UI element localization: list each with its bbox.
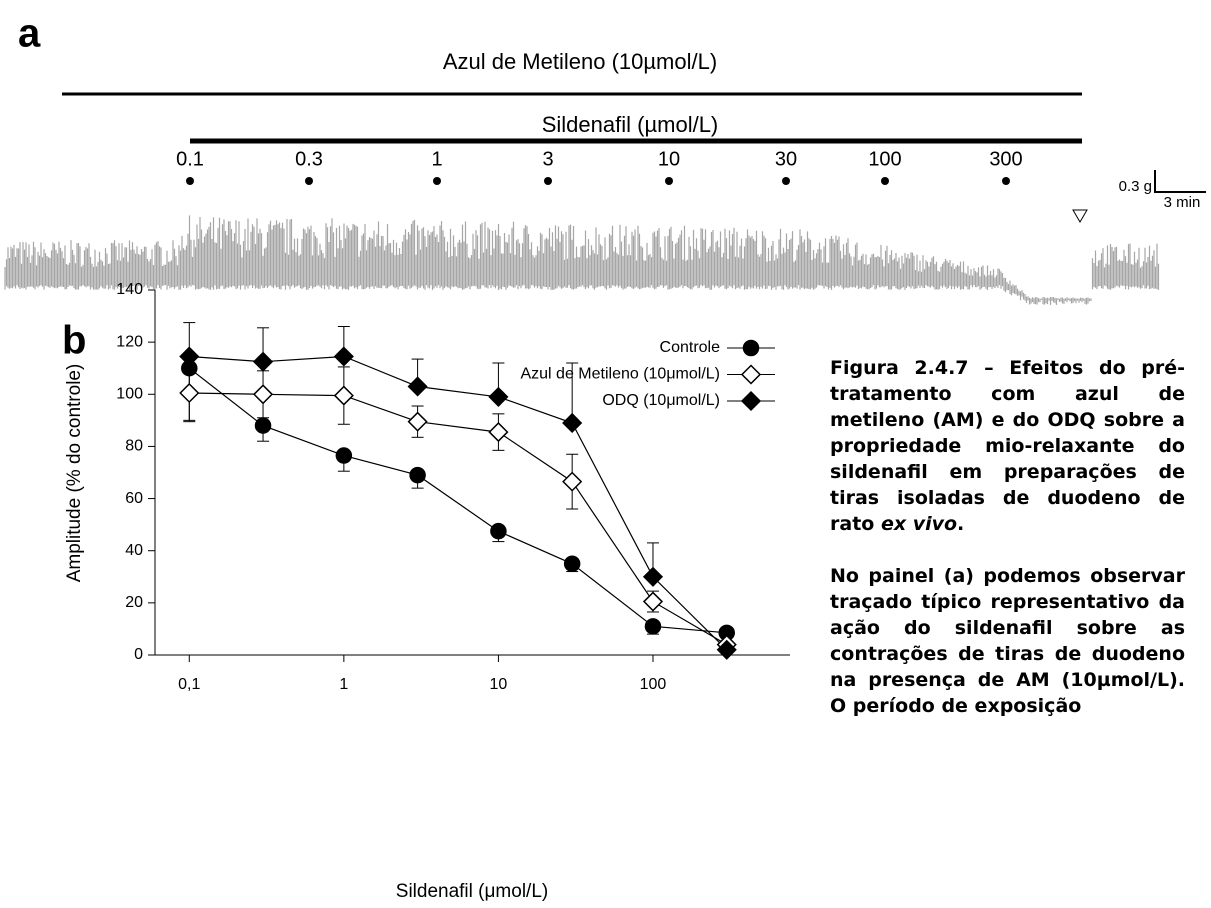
dose-dot xyxy=(665,177,673,185)
dose-label: 100 xyxy=(868,148,901,170)
marker xyxy=(642,591,664,612)
caption: Figura 2.4.7 – Efeitos do pré-tratamento… xyxy=(830,355,1185,908)
scale-label: 0.3 g xyxy=(1119,178,1152,195)
caption-text: . xyxy=(957,513,965,535)
marker xyxy=(562,412,583,434)
series-line xyxy=(189,392,728,646)
marker xyxy=(407,376,428,397)
y-tick-label: 60 xyxy=(125,490,143,507)
legend-marker xyxy=(740,390,762,412)
dose-dot xyxy=(881,177,889,185)
dose-label: 0.3 xyxy=(295,148,323,170)
treatment-label: Azul de Metileno (10µmol/L) xyxy=(443,49,717,74)
scale-label: 3 min xyxy=(1164,194,1201,211)
caption-paragraph: Figura 2.4.7 – Efeitos do pré-tratamento… xyxy=(830,355,1185,537)
series-line xyxy=(189,355,728,651)
dose-label: 3 xyxy=(542,148,553,170)
y-tick-label: 120 xyxy=(116,333,143,350)
marker xyxy=(252,351,274,372)
dose-dot xyxy=(544,177,552,185)
x-tick-label: 0,1 xyxy=(178,676,200,693)
caption-paragraph: No painel (a) podemos observar traçado t… xyxy=(830,565,1185,717)
x-tick-label: 100 xyxy=(640,676,667,693)
washout-marker xyxy=(1072,209,1088,223)
y-tick-label: 80 xyxy=(125,438,143,455)
panel-label: b xyxy=(62,319,86,363)
marker xyxy=(642,566,664,587)
marker xyxy=(407,411,428,432)
caption-text: Figura 2.4.7 – Efeitos do pré-tratamento… xyxy=(830,357,1185,535)
legend-label: Controle xyxy=(660,339,721,356)
dose-dot xyxy=(782,177,790,185)
marker xyxy=(409,466,426,484)
marker xyxy=(562,471,583,492)
marker xyxy=(716,639,737,660)
caption-text: ex vivo xyxy=(880,513,958,535)
marker xyxy=(333,346,354,367)
dose-label: 0.1 xyxy=(176,148,204,170)
marker xyxy=(644,618,662,635)
legend-label: ODQ (10μmol/L) xyxy=(602,392,720,409)
dose-label: 30 xyxy=(775,148,797,170)
dose-label: 1 xyxy=(431,148,442,170)
marker xyxy=(563,555,581,572)
marker xyxy=(335,447,353,464)
y-tick-label: 40 xyxy=(125,542,143,559)
dose-dot xyxy=(186,177,194,185)
x-tick-label: 1 xyxy=(339,676,348,693)
y-tick-label: 140 xyxy=(116,281,143,298)
marker xyxy=(488,422,509,443)
y-axis-label: Amplitude (% do controle) xyxy=(64,364,85,583)
marker xyxy=(179,382,200,404)
drug-label: Sildenafil (µmol/L) xyxy=(542,112,719,137)
legend-marker xyxy=(742,339,760,357)
y-tick-label: 20 xyxy=(125,594,143,611)
trace-signal xyxy=(4,215,1160,305)
trace xyxy=(4,215,1160,305)
marker xyxy=(179,346,200,367)
panel-label: a xyxy=(18,12,41,56)
legend-marker xyxy=(740,364,762,385)
dose-label: 10 xyxy=(658,148,680,170)
legend-label: Azul de Metileno (10μmol/L) xyxy=(520,366,720,383)
y-tick-label: 0 xyxy=(134,646,143,663)
dose-dot xyxy=(1002,177,1010,185)
y-tick-label: 100 xyxy=(116,386,143,403)
marker xyxy=(252,384,274,405)
marker xyxy=(488,386,509,407)
x-tick-label: 10 xyxy=(490,676,508,693)
dose-label: 300 xyxy=(989,148,1022,170)
series-line xyxy=(188,367,727,634)
marker xyxy=(333,385,354,406)
x-axis-label: Sildenafil (μmol/L) xyxy=(396,881,548,902)
marker xyxy=(490,522,507,540)
dose-dot xyxy=(433,177,441,185)
dose-dot xyxy=(305,177,313,185)
marker xyxy=(254,417,272,434)
